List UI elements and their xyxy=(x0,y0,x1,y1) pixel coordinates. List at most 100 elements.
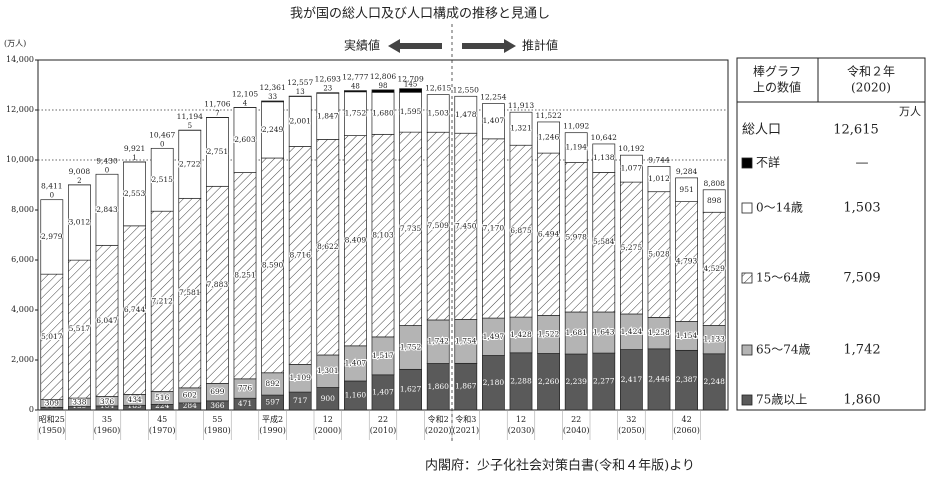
value-label: 2,979 xyxy=(41,232,63,241)
total-label: 12,806 xyxy=(370,72,396,81)
table-header: 棒グラフ xyxy=(753,65,801,79)
value-label: 2,722 xyxy=(179,159,201,168)
bar-segment xyxy=(150,147,174,212)
value-label: 5,028 xyxy=(648,250,670,259)
total-label: 9,430 xyxy=(96,156,118,165)
value-label: 1,595 xyxy=(400,107,422,116)
value-label: 309 xyxy=(45,398,60,407)
unknown-label: 98 xyxy=(379,82,388,90)
value-label: 4,529 xyxy=(703,264,725,273)
legend-label: 65～74歳 xyxy=(756,343,811,357)
value-label: 699 xyxy=(210,387,225,396)
value-label: 2,446 xyxy=(648,374,670,383)
total-label: 12,254 xyxy=(480,93,506,102)
table-unit: 万人 xyxy=(899,105,921,118)
bar-segment xyxy=(675,177,698,202)
table-value: 1,742 xyxy=(843,343,880,358)
total-label: 11,092 xyxy=(563,122,589,131)
unknown-label: 1 xyxy=(132,154,136,162)
value-label: 2,417 xyxy=(621,375,643,384)
value-label: 5,517 xyxy=(69,324,91,333)
legend-label: 0～14歳 xyxy=(756,201,803,215)
value-label: 2,277 xyxy=(593,377,615,386)
value-label: 1,752 xyxy=(400,342,422,351)
total-label: 9,744 xyxy=(648,155,670,164)
value-label: 338 xyxy=(72,398,87,407)
y-tick-label: 8,000 xyxy=(11,205,34,214)
total-label: 9,008 xyxy=(69,167,91,176)
unknown-label: 0 xyxy=(50,192,54,200)
value-label: 2,603 xyxy=(234,135,256,144)
arrow-left xyxy=(388,39,442,53)
bar-segment xyxy=(316,92,340,94)
bar-segment xyxy=(399,88,422,93)
legend-swatch xyxy=(741,202,753,214)
value-label: 1,246 xyxy=(538,133,560,142)
unknown-label: 7 xyxy=(215,109,219,117)
x-tick-label: 令和2 (2020) xyxy=(425,414,452,435)
x-tick-label: 45 (1970) xyxy=(149,415,176,435)
value-label: 7,735 xyxy=(400,224,422,233)
y-tick-label: 12,000 xyxy=(6,105,34,114)
unknown-label: 2 xyxy=(77,177,81,185)
value-label: 2,248 xyxy=(703,377,725,386)
value-label: 1,154 xyxy=(676,331,698,340)
bar-segment xyxy=(509,111,533,146)
bar-segment xyxy=(454,95,478,134)
total-label: 11,913 xyxy=(508,101,534,110)
total-label: 9,284 xyxy=(676,167,698,176)
value-label: 1,680 xyxy=(372,108,394,117)
bar-segment xyxy=(40,199,64,275)
y-tick-label: 14,000 xyxy=(6,55,34,64)
value-label: 1,522 xyxy=(538,329,560,338)
value-label: 8,103 xyxy=(372,231,394,240)
y-tick-label: 10,000 xyxy=(6,155,34,164)
value-label: 951 xyxy=(679,185,693,194)
value-label: 2,239 xyxy=(565,377,587,386)
value-label: 5,584 xyxy=(593,237,615,246)
value-label: 1,503 xyxy=(427,108,449,117)
unknown-label: 5 xyxy=(188,122,192,130)
bar-segment xyxy=(564,132,588,163)
value-label: 1,517 xyxy=(372,351,394,360)
bar-segment xyxy=(482,103,505,140)
total-label: 10,467 xyxy=(149,130,175,139)
value-label: 1,077 xyxy=(621,164,643,173)
value-label: 1,138 xyxy=(593,153,615,162)
value-label: 4,793 xyxy=(676,257,698,266)
value-label: 1,424 xyxy=(621,327,643,336)
value-label: 1,478 xyxy=(455,110,477,119)
source: 内閣府：少子化社会対策白書(令和４年版)より xyxy=(425,458,695,474)
value-label: 7,883 xyxy=(207,280,229,289)
legend-swatch xyxy=(741,157,753,169)
value-label: 1,752 xyxy=(345,109,367,118)
value-label: 1,012 xyxy=(648,174,670,183)
value-label: 516 xyxy=(155,393,170,402)
value-label: 8,409 xyxy=(345,236,367,245)
table-year: 令和２年 xyxy=(847,64,895,79)
value-label: 2,288 xyxy=(510,376,532,385)
table-total-name: 総人口 xyxy=(742,123,781,138)
actual-label: 実績値 xyxy=(344,38,380,53)
x-tick-label: 平成2 (1990) xyxy=(259,414,286,435)
value-label: 900 xyxy=(321,394,336,403)
table-value: — xyxy=(856,156,869,171)
value-label: 717 xyxy=(293,396,308,405)
value-label: 1,301 xyxy=(317,366,338,375)
value-label: 284 xyxy=(183,401,198,410)
value-label: 5,978 xyxy=(565,232,587,241)
x-tick-label: 42 (2060) xyxy=(673,415,700,435)
table-total-value: 12,615 xyxy=(833,123,879,138)
legend-swatch xyxy=(741,272,753,284)
unknown-label: 0 xyxy=(105,166,109,174)
legend-label: 不詳 xyxy=(756,155,780,170)
x-tick-label: 昭和25 (1950) xyxy=(38,415,65,435)
legend-swatch xyxy=(741,344,753,356)
legend-swatch xyxy=(741,394,753,406)
unknown-label: 13 xyxy=(296,88,305,96)
total-label: 12,615 xyxy=(425,84,451,93)
bar-segment xyxy=(702,189,726,213)
value-label: 366 xyxy=(210,401,225,410)
y-tick-label: 2,000 xyxy=(11,355,34,364)
bar-segment xyxy=(371,89,395,93)
